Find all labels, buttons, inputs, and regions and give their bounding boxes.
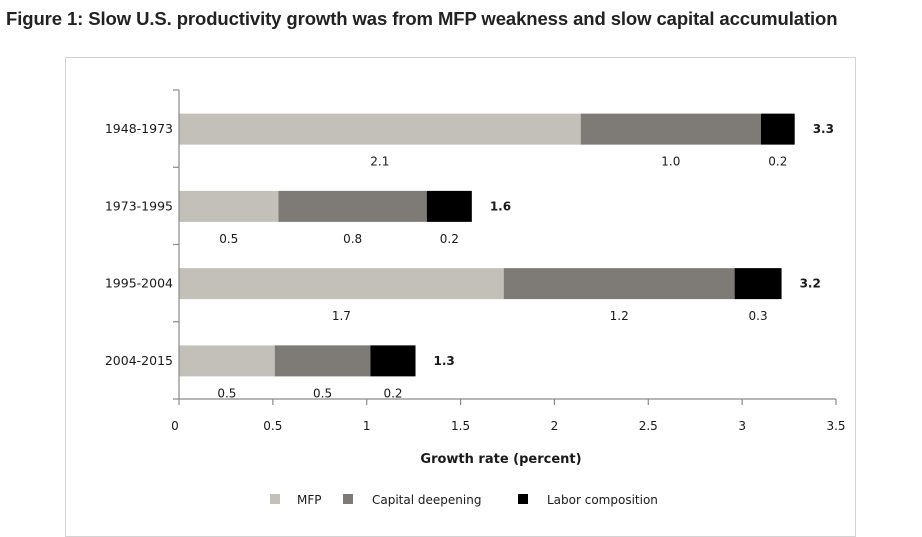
bar-segment-capital-deepening <box>503 268 735 300</box>
segment-value-label: 0.2 <box>440 232 459 246</box>
x-tick-label: 0.5 <box>263 419 282 433</box>
total-value-label: 1.6 <box>490 199 511 213</box>
segment-value-label: 0.2 <box>768 155 787 169</box>
x-tick-label: 2 <box>551 419 559 433</box>
y-axis: 1948-1973 1973-1995 1995-2004 2004-2015 <box>105 89 180 400</box>
segment-value-label: 0.2 <box>383 386 402 400</box>
legend-swatch-mfp <box>270 494 280 504</box>
x-tick-label: 3 <box>738 419 746 433</box>
y-tick-label: 1995-2004 <box>105 276 173 291</box>
segment-value-label: 1.0 <box>661 155 680 169</box>
x-tick-label: 1 <box>363 419 371 433</box>
figure-title: Figure 1: Slow U.S. productivity growth … <box>6 8 838 29</box>
bar-segment-labor-composition <box>760 113 795 145</box>
legend: MFP Capital deepening Labor composition <box>270 493 658 507</box>
segment-value-label: 0.3 <box>749 309 768 323</box>
x-axis-title: Growth rate (percent) <box>420 452 581 467</box>
legend-swatch-capital-deepening <box>343 494 353 504</box>
bars-group <box>179 113 795 377</box>
segment-labels-group: 2.1 1.0 0.2 0.5 0.8 0.2 1.7 1.2 0.3 0.5 0.5 0.2 <box>217 155 787 401</box>
y-tick-label: 2004-2015 <box>105 353 173 368</box>
segment-value-label: 0.8 <box>343 232 362 246</box>
bar-segment-labor-composition <box>734 268 782 300</box>
segment-value-label: 1.7 <box>332 309 351 323</box>
bar-segment-capital-deepening <box>274 345 371 377</box>
legend-swatch-labor-composition <box>518 494 528 504</box>
segment-value-label: 0.5 <box>217 386 236 400</box>
total-value-label: 3.3 <box>813 122 834 136</box>
y-tick-label: 1948-1973 <box>105 121 173 136</box>
bar-segment-mfp <box>179 113 581 145</box>
segment-value-label: 0.5 <box>313 386 332 400</box>
x-tick-label: 3.5 <box>826 419 845 433</box>
segment-value-label: 1.2 <box>610 309 629 323</box>
segment-value-label: 2.1 <box>370 155 389 169</box>
legend-label: Labor composition <box>547 493 658 507</box>
total-labels-group: 3.3 1.6 3.2 1.3 <box>434 122 834 368</box>
bar-segment-mfp <box>179 345 275 377</box>
bar-segment-mfp <box>179 190 279 222</box>
bar-segment-labor-composition <box>426 190 472 222</box>
x-axis: 0 0.5 1 1.5 2 2.5 3 3.5 <box>171 398 846 433</box>
y-tick-label: 1973-1995 <box>105 198 173 213</box>
x-tick-label: 0 <box>171 419 179 433</box>
segment-value-label: 0.5 <box>219 232 238 246</box>
x-tick-label: 1.5 <box>451 419 470 433</box>
bar-segment-labor-composition <box>370 345 416 377</box>
legend-label: MFP <box>297 493 322 507</box>
bar-segment-mfp <box>179 268 504 300</box>
legend-label: Capital deepening <box>372 493 481 507</box>
total-value-label: 1.3 <box>434 354 455 368</box>
bar-segment-capital-deepening <box>278 190 427 222</box>
total-value-label: 3.2 <box>800 277 821 291</box>
bar-segment-capital-deepening <box>580 113 761 145</box>
x-tick-label: 2.5 <box>639 419 658 433</box>
